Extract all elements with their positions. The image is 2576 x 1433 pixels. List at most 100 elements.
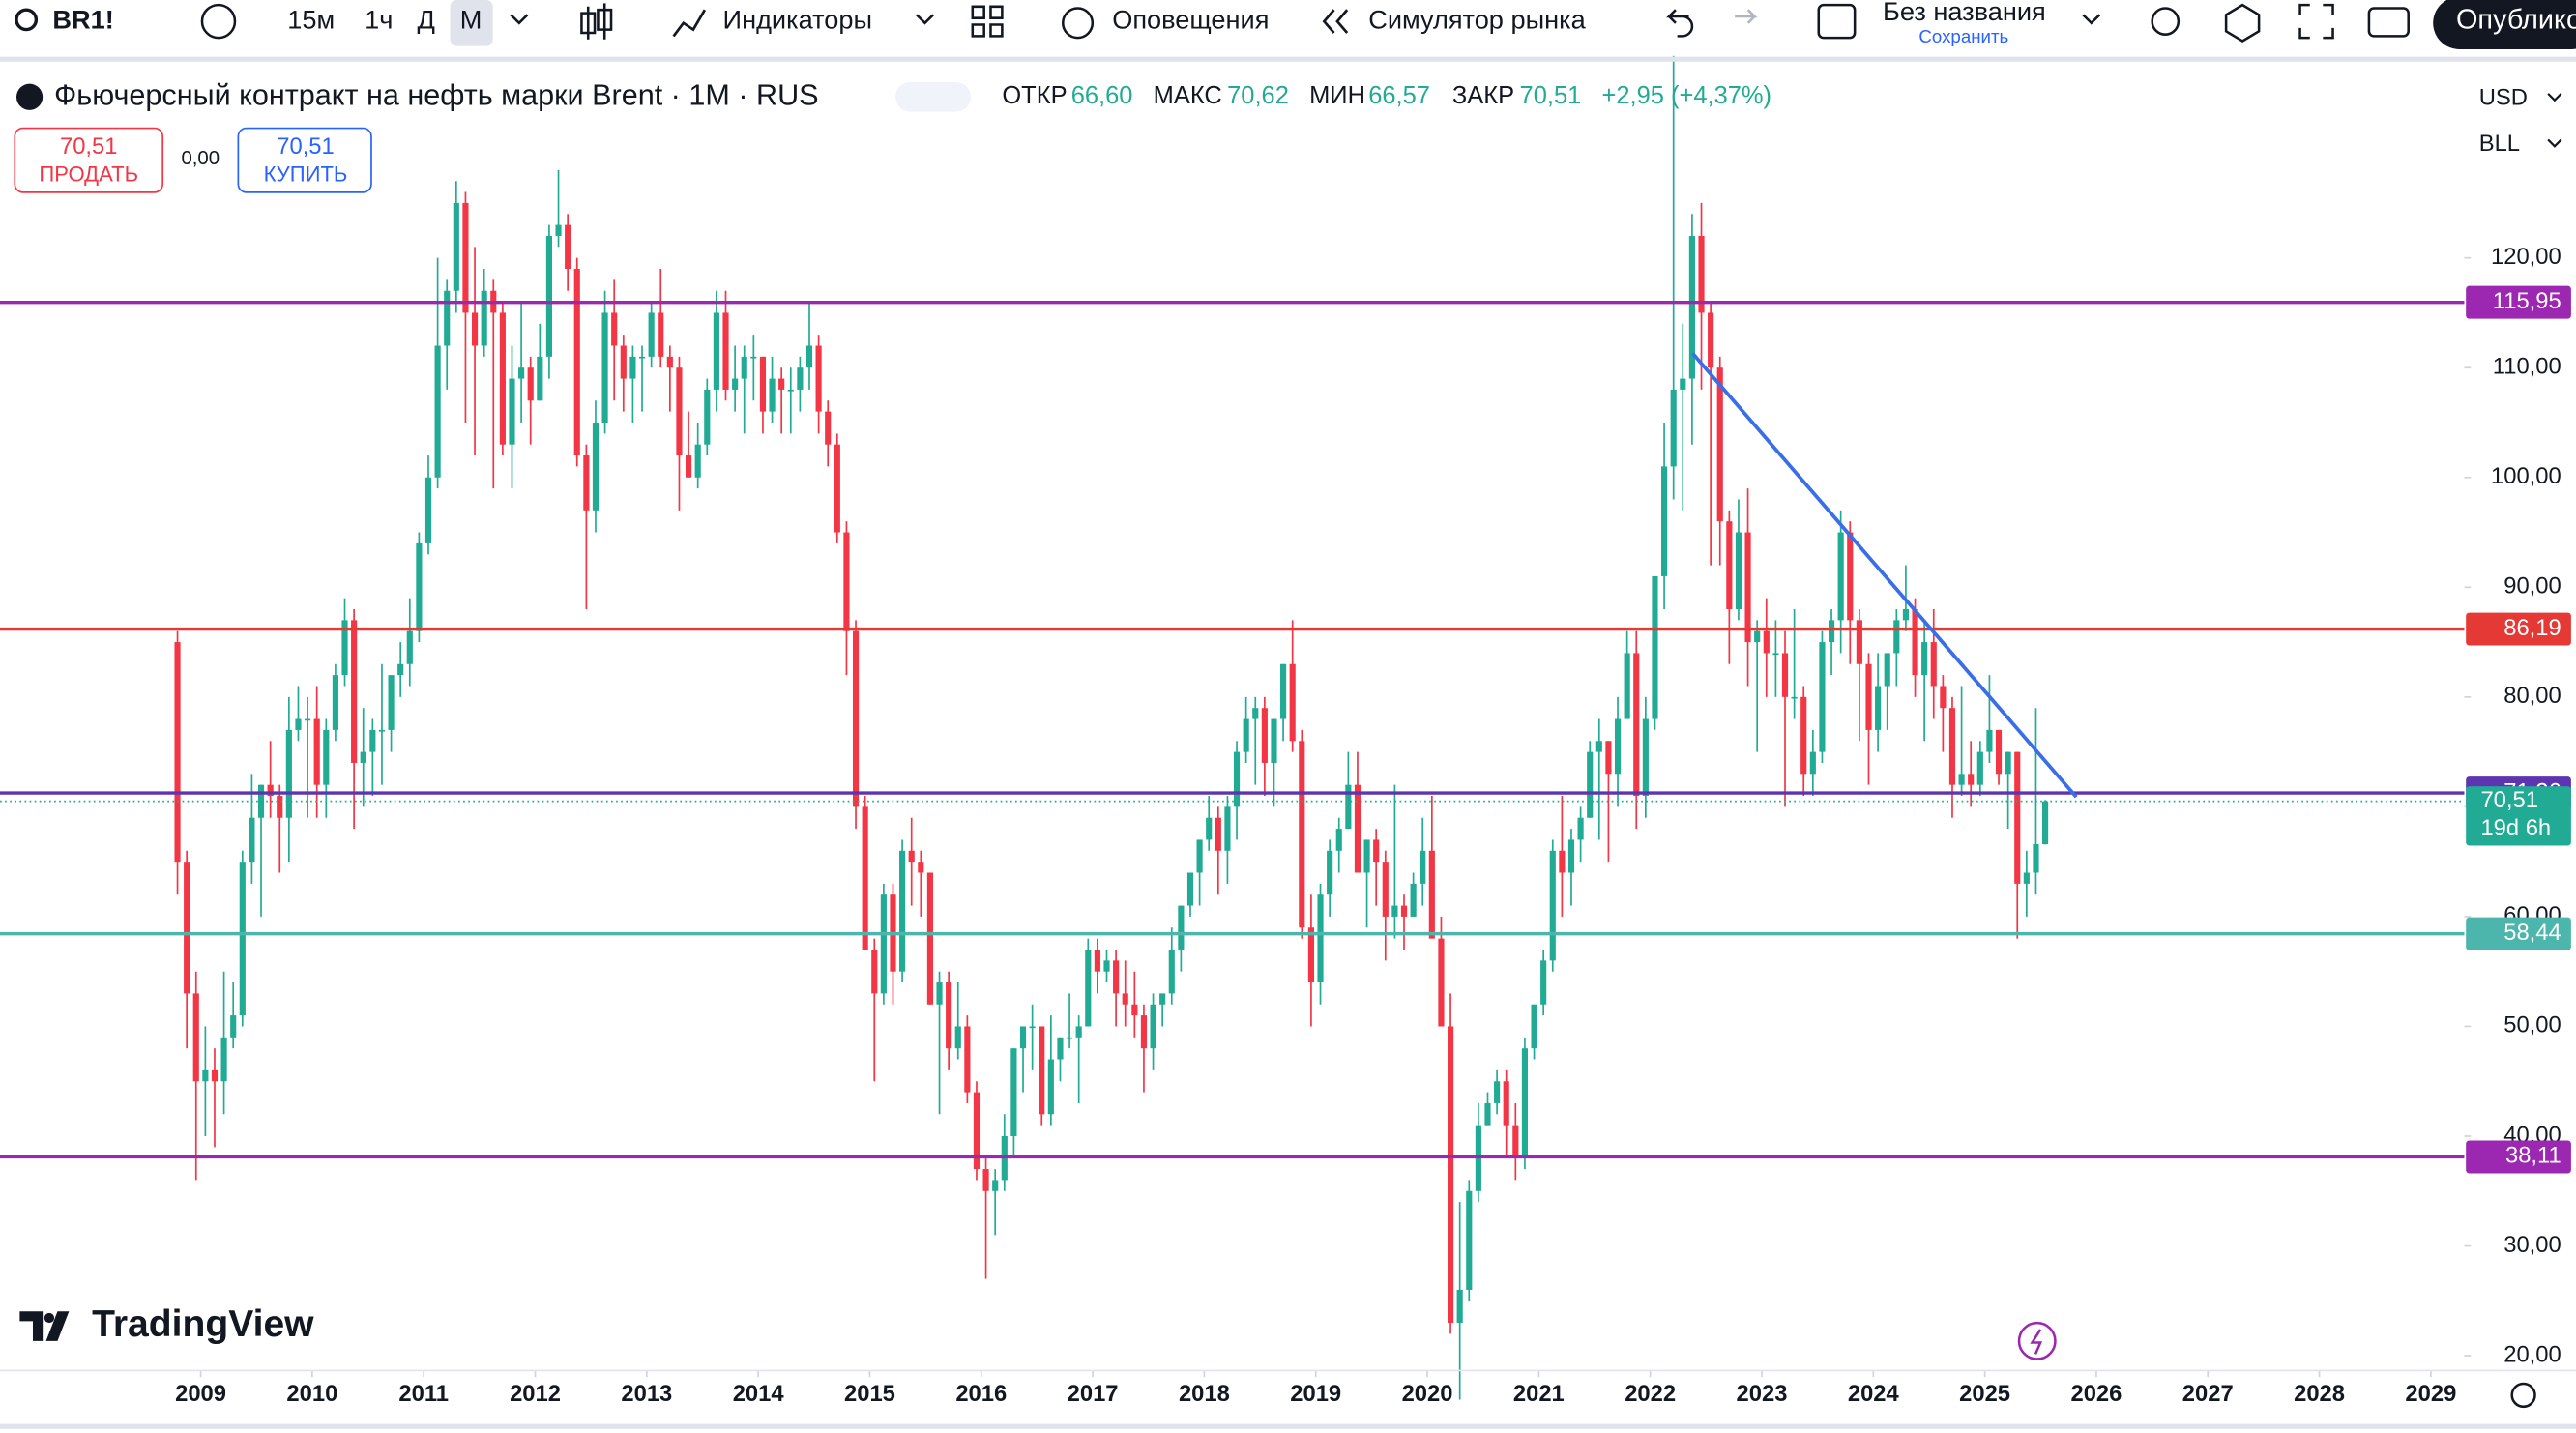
candle-body (481, 290, 487, 346)
quick-search[interactable] (2151, 7, 2181, 36)
candle-body (732, 378, 739, 390)
candle-body (2033, 843, 2039, 873)
axis-settings[interactable] (2510, 1382, 2536, 1409)
candle-body (1819, 642, 1826, 752)
sell-button[interactable] (14, 127, 164, 193)
layout-dropdown[interactable] (2082, 14, 2101, 25)
replay-icon[interactable] (1322, 9, 1349, 34)
candle-body (1168, 949, 1175, 994)
sell[interactable]: ПРОДАТЬ (39, 162, 138, 187)
settings[interactable] (2224, 3, 2261, 43)
sell-price[interactable]: 70,51 (60, 133, 117, 160)
candle-body (1680, 378, 1686, 390)
candle-body (704, 389, 711, 445)
candle-body (1540, 960, 1547, 1005)
alerts-icon[interactable] (1061, 7, 1095, 40)
x-tick-label: 2010 (286, 1381, 337, 1407)
buy[interactable]: КУПИТЬ (264, 162, 348, 187)
candle-body (1995, 729, 2003, 775)
candle-body (1186, 872, 1194, 906)
fullscreen[interactable] (2298, 3, 2334, 40)
compare-button[interactable] (200, 3, 237, 40)
x-tick-label: 2014 (733, 1381, 785, 1407)
templates-icon[interactable] (971, 5, 1004, 38)
x-tick-label: 2019 (1290, 1381, 1341, 1407)
interval[interactable]: 1ч (365, 4, 393, 34)
level-tag (2466, 285, 2571, 319)
candle-body (1791, 696, 1798, 699)
undo[interactable] (1666, 9, 1694, 38)
candle-body (1215, 817, 1221, 851)
candle-body (313, 718, 320, 785)
currency[interactable]: USD (2479, 84, 2528, 110)
save[interactable]: Сохранить (1918, 26, 2008, 46)
candle-body (1019, 1026, 1027, 1049)
candle-body (1307, 927, 1314, 983)
y-tick-label: 20,00 (2503, 1341, 2561, 1367)
candle-body (537, 356, 543, 401)
candle-body (174, 642, 181, 863)
redo[interactable] (1735, 9, 1758, 24)
candle-body (1633, 653, 1640, 797)
candle-body (1345, 784, 1352, 830)
candle-body (184, 862, 190, 994)
candle-body (545, 235, 553, 357)
indicators[interactable]: Индикаторы (723, 4, 872, 34)
candle-body (1968, 774, 1975, 785)
indicators-icon[interactable] (672, 9, 707, 38)
layout-icon[interactable] (1817, 3, 1857, 40)
layout-name[interactable]: Без названия (1883, 0, 2046, 26)
candle-body (277, 796, 283, 818)
chart-type-icon[interactable] (580, 3, 613, 40)
candle-body (267, 784, 274, 797)
candle-body (815, 345, 822, 412)
replay[interactable]: Симулятор рынка (1368, 4, 1586, 34)
scale-dropdowns[interactable] (2547, 93, 2562, 148)
legend-toggle[interactable] (894, 81, 972, 112)
candle-body (416, 542, 423, 631)
interval[interactable]: 15м (287, 4, 335, 34)
candle-body (1577, 817, 1584, 840)
publish[interactable]: Опублико (2456, 5, 2576, 36)
candle-body (908, 850, 915, 863)
interval[interactable]: М (460, 4, 483, 34)
trend-line (1691, 352, 2078, 799)
candle-body (750, 356, 757, 359)
candle-body (601, 312, 608, 423)
x-tick-label: 2020 (1402, 1381, 1453, 1407)
indicators-dropdown[interactable] (916, 14, 934, 25)
candle-body (834, 444, 840, 533)
candle-body (982, 1169, 989, 1191)
candle-body (1047, 1059, 1054, 1115)
candle-body (1512, 1125, 1519, 1158)
x-tick-label: 2018 (1179, 1381, 1230, 1407)
toolbar (0, 0, 2576, 56)
candle-body (1893, 620, 1900, 654)
candle-body (1317, 894, 1324, 983)
candle-body (1438, 938, 1445, 1027)
candle-body (759, 356, 767, 412)
alerts[interactable]: Оповещения (1112, 4, 1269, 34)
unit[interactable]: BLL (2479, 131, 2520, 157)
candle-body (1781, 653, 1789, 697)
search-icon[interactable] (15, 8, 39, 32)
candle-body (295, 718, 302, 730)
candle-body (1726, 521, 1733, 610)
candle-body (1029, 1026, 1036, 1029)
interval[interactable]: Д (418, 4, 435, 34)
candle-body (658, 312, 664, 357)
buy-button[interactable] (237, 127, 372, 193)
candle-body (1447, 1026, 1454, 1324)
candle-body (527, 367, 534, 401)
interval-dropdown[interactable] (510, 14, 529, 25)
candle-body (518, 367, 525, 379)
lightning-icon[interactable] (2017, 1321, 2057, 1360)
candle-body (648, 312, 655, 357)
x-tick-label: 2029 (2405, 1381, 2456, 1407)
symbol[interactable]: BR1! (52, 4, 113, 34)
snapshot[interactable] (2367, 7, 2410, 38)
candle-body (1624, 653, 1630, 719)
publish-button[interactable] (2433, 0, 2576, 49)
candle-body (202, 1069, 209, 1082)
buy-price[interactable]: 70,51 (277, 133, 334, 160)
